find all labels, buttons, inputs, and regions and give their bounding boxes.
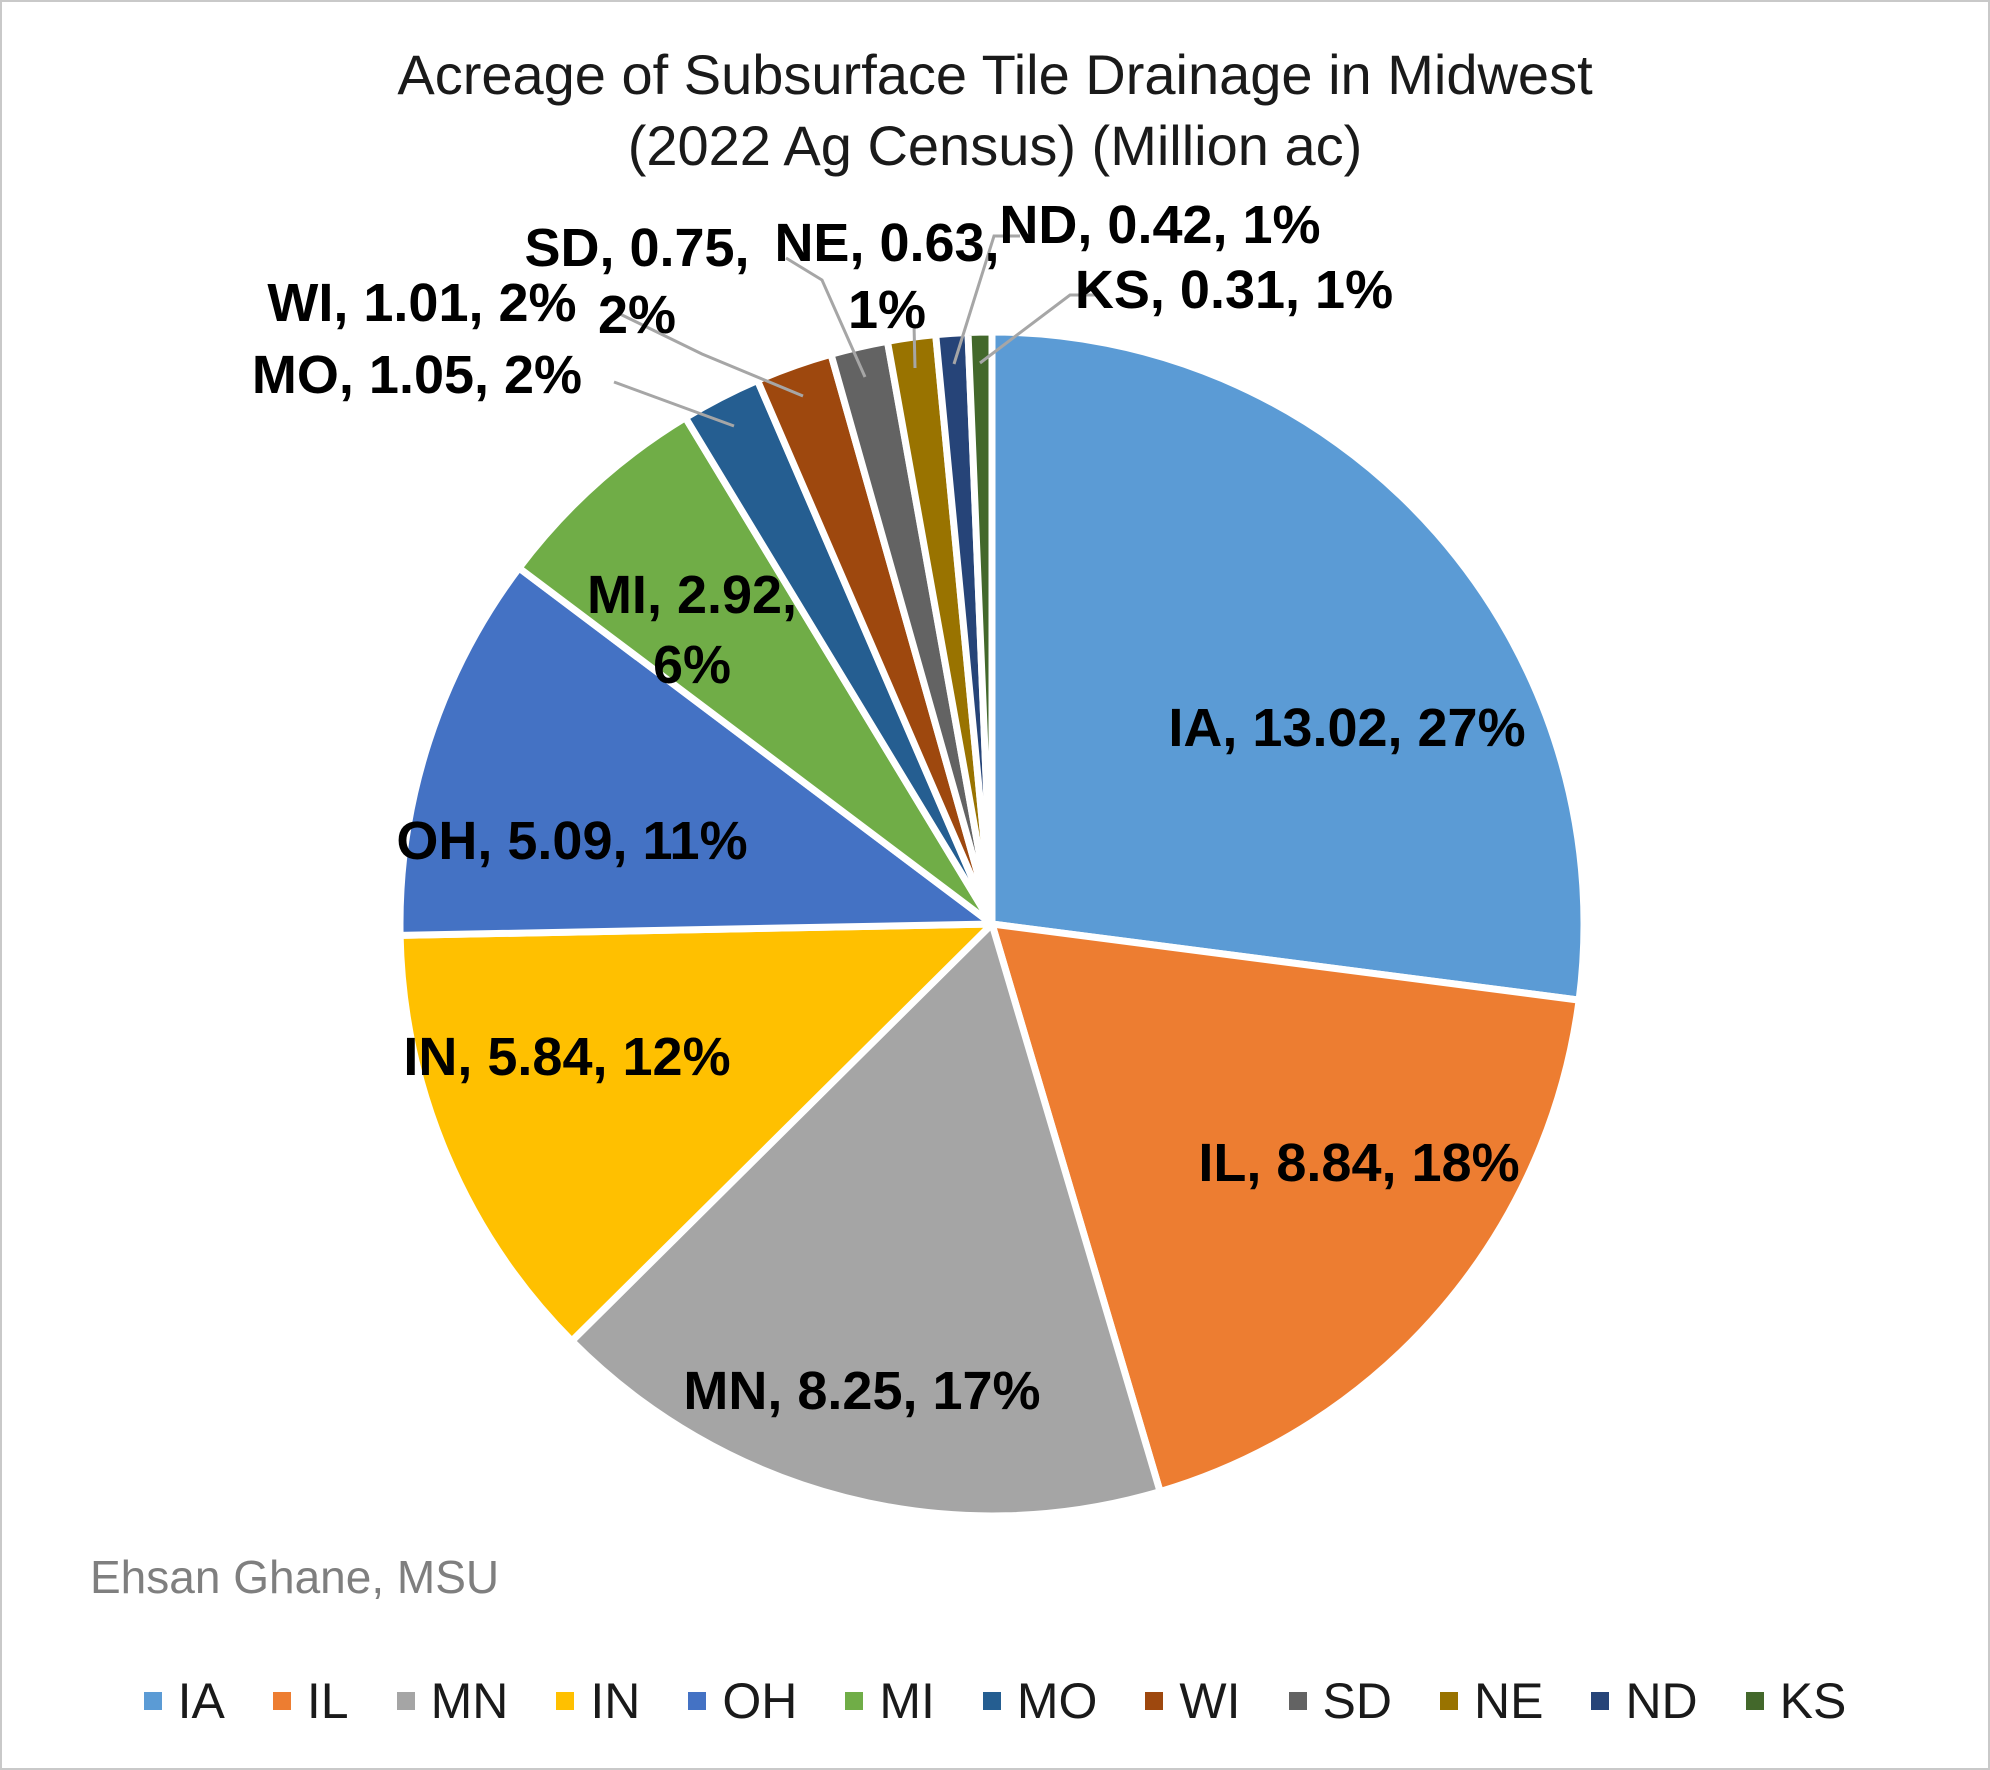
legend-item-WI[interactable]: WI xyxy=(1145,1673,1241,1729)
legend-label-KS: KS xyxy=(1779,1673,1847,1729)
leader-line-SD xyxy=(785,256,867,378)
slice-label-MO: MO, 1.05, 2% xyxy=(252,345,582,405)
legend-label-IL: IL xyxy=(306,1673,349,1729)
slice-label-SD: SD, 0.75, 2% xyxy=(524,218,749,345)
slice-label-WI: WI, 1.01, 2% xyxy=(267,273,576,333)
legend-label-MN: MN xyxy=(430,1673,509,1729)
legend-item-KS[interactable]: KS xyxy=(1745,1673,1847,1729)
pie-slice-KS[interactable] xyxy=(964,328,996,928)
legend-item-MI[interactable]: MI xyxy=(845,1676,935,1726)
leader-line-ND xyxy=(952,234,1020,365)
pie-slice-IL[interactable] xyxy=(988,920,1583,1496)
legend-item-MO[interactable]: MO xyxy=(982,1673,1098,1729)
slice-label-OH: OH, 5.09, 11% xyxy=(396,811,747,871)
slice-label-MI: MI, 2.92, 6% xyxy=(587,565,797,695)
pie-slice-OH[interactable] xyxy=(396,564,996,939)
leader-line-MO xyxy=(613,380,735,428)
legend-swatch-MO xyxy=(982,1692,1001,1710)
leader-line-WI xyxy=(619,312,804,398)
legend-swatch-IL xyxy=(272,1692,291,1710)
legend-item-IL[interactable]: IL xyxy=(272,1673,349,1729)
leader-line-NE xyxy=(912,323,917,369)
slice-label-IL: IL, 8.84, 18% xyxy=(1198,1133,1519,1193)
chart-title-line1: Acreage of Subsurface Tile Drainage in M… xyxy=(397,43,1593,106)
legend-item-IA[interactable]: IA xyxy=(143,1673,225,1729)
slice-label-IA: IA, 13.02, 27% xyxy=(1168,698,1525,758)
pie-slice-MN[interactable] xyxy=(568,920,1164,1520)
legend-item-OH[interactable]: OH xyxy=(688,1676,797,1726)
legend-swatch-MI xyxy=(845,1692,864,1710)
legend-label-NE: NE xyxy=(1473,1673,1544,1729)
legend-item-SD[interactable]: SD xyxy=(1288,1673,1392,1729)
legend-label-IN: IN xyxy=(590,1673,641,1729)
legend-swatch-OH xyxy=(688,1692,707,1710)
legend-swatch-SD xyxy=(1288,1692,1307,1710)
legend-label-MO: MO xyxy=(1016,1673,1098,1729)
pie-slice-IN[interactable] xyxy=(396,920,996,1345)
legend-swatch-IN xyxy=(556,1692,575,1710)
legend-label-ND: ND xyxy=(1625,1673,1698,1729)
legend-swatch-KS xyxy=(1745,1692,1764,1710)
legend-label-WI: WI xyxy=(1179,1673,1241,1729)
slice-label-KS: KS, 0.31, 1% xyxy=(1075,260,1393,320)
leader-line-KS xyxy=(979,293,1096,365)
legend-item-ND[interactable]: ND xyxy=(1591,1673,1698,1729)
slice-label-IN: IN, 5.84, 12% xyxy=(403,1027,730,1087)
slice-label-MN: MN, 8.25, 17% xyxy=(683,1361,1040,1421)
attribution-text: Ehsan Ghane, MSU xyxy=(90,1551,500,1603)
legend-label-OH: OH xyxy=(722,1673,798,1729)
chart-title-line2: (2022 Ag Census) (Million ac) xyxy=(627,113,1363,177)
chart-title: Acreage of Subsurface Tile Drainage in M… xyxy=(2,40,1988,181)
legend-swatch-IA xyxy=(143,1692,162,1710)
legend-swatch-NE xyxy=(1439,1692,1458,1710)
pie-slice-IA[interactable] xyxy=(988,328,1588,1004)
legend: IA IL MN IN OH MI MO WI SD NE ND KS xyxy=(2,1676,1988,1726)
legend-label-IA: IA xyxy=(177,1673,225,1729)
legend-item-IN[interactable]: IN xyxy=(556,1676,640,1726)
legend-swatch-WI xyxy=(1145,1692,1164,1710)
pie-slice-MI[interactable] xyxy=(515,414,996,928)
legend-item-MN[interactable]: MN xyxy=(396,1673,509,1729)
legend-label-MI: MI xyxy=(879,1673,935,1729)
slice-label-NE: NE, 0.63, 1% xyxy=(774,213,999,340)
legend-swatch-MN xyxy=(396,1692,415,1710)
legend-item-NE[interactable]: NE xyxy=(1439,1673,1544,1729)
legend-swatch-ND xyxy=(1591,1692,1610,1710)
slice-label-ND: ND, 0.42, 1% xyxy=(999,195,1320,255)
legend-label-SD: SD xyxy=(1322,1673,1392,1729)
